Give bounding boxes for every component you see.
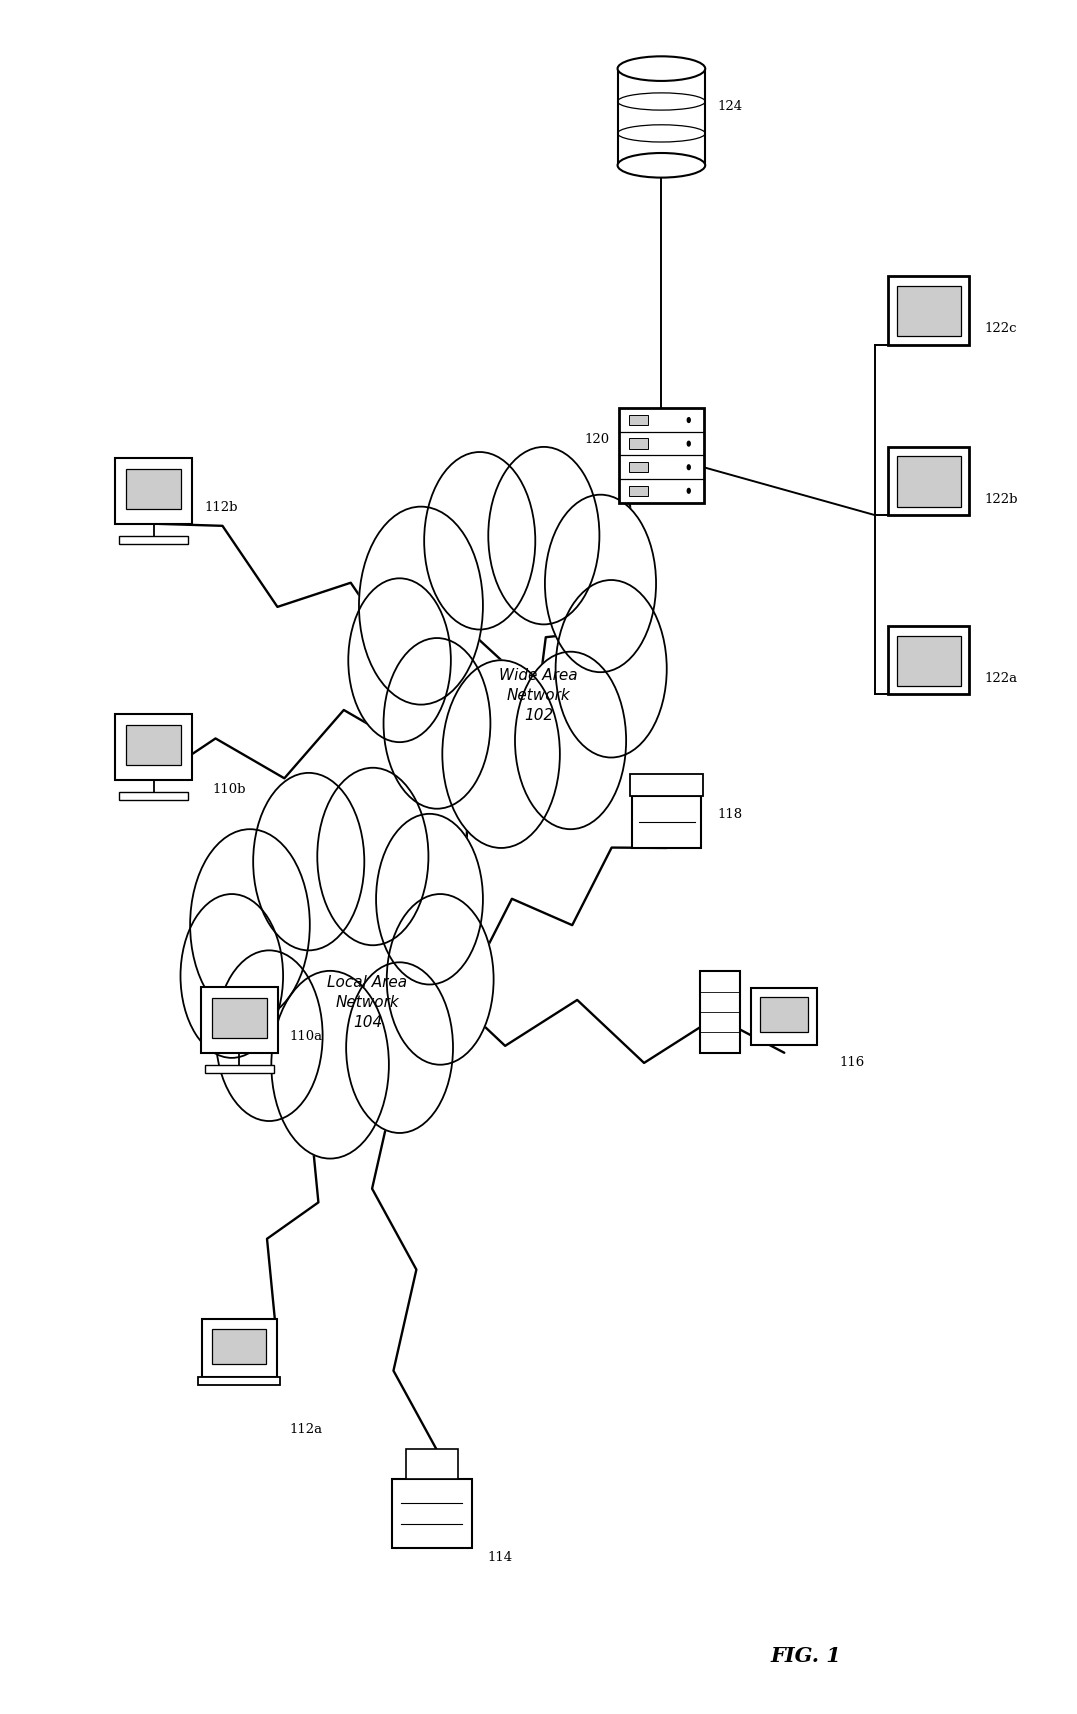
FancyBboxPatch shape xyxy=(629,487,647,497)
Circle shape xyxy=(687,466,690,470)
FancyBboxPatch shape xyxy=(120,536,188,545)
FancyBboxPatch shape xyxy=(406,1448,458,1479)
FancyBboxPatch shape xyxy=(896,636,961,687)
Circle shape xyxy=(348,579,451,742)
Circle shape xyxy=(545,495,656,674)
Circle shape xyxy=(181,895,283,1058)
FancyBboxPatch shape xyxy=(120,792,188,800)
Text: 124: 124 xyxy=(717,99,742,113)
FancyBboxPatch shape xyxy=(896,286,961,338)
FancyBboxPatch shape xyxy=(889,278,968,345)
FancyBboxPatch shape xyxy=(751,989,817,1046)
FancyBboxPatch shape xyxy=(201,1318,277,1378)
Text: 112a: 112a xyxy=(290,1423,323,1435)
FancyBboxPatch shape xyxy=(211,998,267,1039)
FancyBboxPatch shape xyxy=(700,972,741,1052)
Circle shape xyxy=(376,814,482,986)
Circle shape xyxy=(359,507,482,704)
Circle shape xyxy=(443,662,560,848)
Text: 122c: 122c xyxy=(984,322,1017,334)
Text: 116: 116 xyxy=(840,1056,865,1068)
FancyBboxPatch shape xyxy=(198,1378,280,1385)
Circle shape xyxy=(687,418,690,423)
Circle shape xyxy=(687,488,690,494)
FancyBboxPatch shape xyxy=(629,415,647,427)
FancyBboxPatch shape xyxy=(212,1330,266,1364)
Circle shape xyxy=(271,972,389,1159)
Text: 110b: 110b xyxy=(212,782,246,795)
Text: 120: 120 xyxy=(585,432,610,446)
FancyBboxPatch shape xyxy=(126,725,182,766)
Text: 114: 114 xyxy=(487,1549,513,1563)
FancyBboxPatch shape xyxy=(115,459,193,524)
Circle shape xyxy=(346,963,453,1133)
Circle shape xyxy=(515,653,626,830)
Circle shape xyxy=(556,581,667,758)
FancyBboxPatch shape xyxy=(889,447,968,516)
Circle shape xyxy=(424,452,535,631)
Text: 122a: 122a xyxy=(984,672,1018,684)
Circle shape xyxy=(253,773,364,951)
FancyBboxPatch shape xyxy=(896,458,961,507)
FancyBboxPatch shape xyxy=(115,715,193,780)
Circle shape xyxy=(687,442,690,447)
Text: 118: 118 xyxy=(717,807,742,821)
Circle shape xyxy=(488,447,600,626)
FancyBboxPatch shape xyxy=(629,463,647,473)
Text: 112b: 112b xyxy=(204,500,238,514)
Circle shape xyxy=(215,951,323,1121)
Circle shape xyxy=(318,768,429,946)
FancyBboxPatch shape xyxy=(392,1479,472,1548)
Circle shape xyxy=(383,639,490,809)
FancyBboxPatch shape xyxy=(618,410,704,504)
FancyBboxPatch shape xyxy=(126,470,182,511)
FancyBboxPatch shape xyxy=(629,439,647,449)
Circle shape xyxy=(191,830,310,1022)
FancyBboxPatch shape xyxy=(617,70,705,166)
FancyBboxPatch shape xyxy=(632,797,701,848)
Circle shape xyxy=(387,895,493,1064)
Ellipse shape xyxy=(617,57,705,82)
FancyBboxPatch shape xyxy=(630,775,703,797)
FancyBboxPatch shape xyxy=(760,998,808,1032)
Text: 122b: 122b xyxy=(984,492,1018,506)
Text: 110a: 110a xyxy=(290,1030,323,1042)
Text: Wide Area
Network
102: Wide Area Network 102 xyxy=(499,668,578,722)
FancyBboxPatch shape xyxy=(205,1064,274,1073)
FancyBboxPatch shape xyxy=(200,987,278,1052)
FancyBboxPatch shape xyxy=(889,627,968,694)
Text: Local Area
Network
104: Local Area Network 104 xyxy=(327,975,407,1030)
Text: FIG. 1: FIG. 1 xyxy=(770,1645,841,1666)
Ellipse shape xyxy=(617,154,705,178)
